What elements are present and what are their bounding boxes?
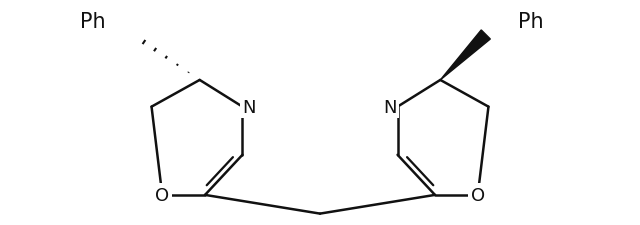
Text: Ph: Ph bbox=[518, 12, 544, 32]
Text: O: O bbox=[470, 186, 485, 204]
Text: N: N bbox=[383, 98, 396, 116]
Text: N: N bbox=[243, 98, 256, 116]
Polygon shape bbox=[440, 31, 490, 81]
Text: Ph: Ph bbox=[80, 12, 106, 32]
Text: O: O bbox=[155, 186, 170, 204]
